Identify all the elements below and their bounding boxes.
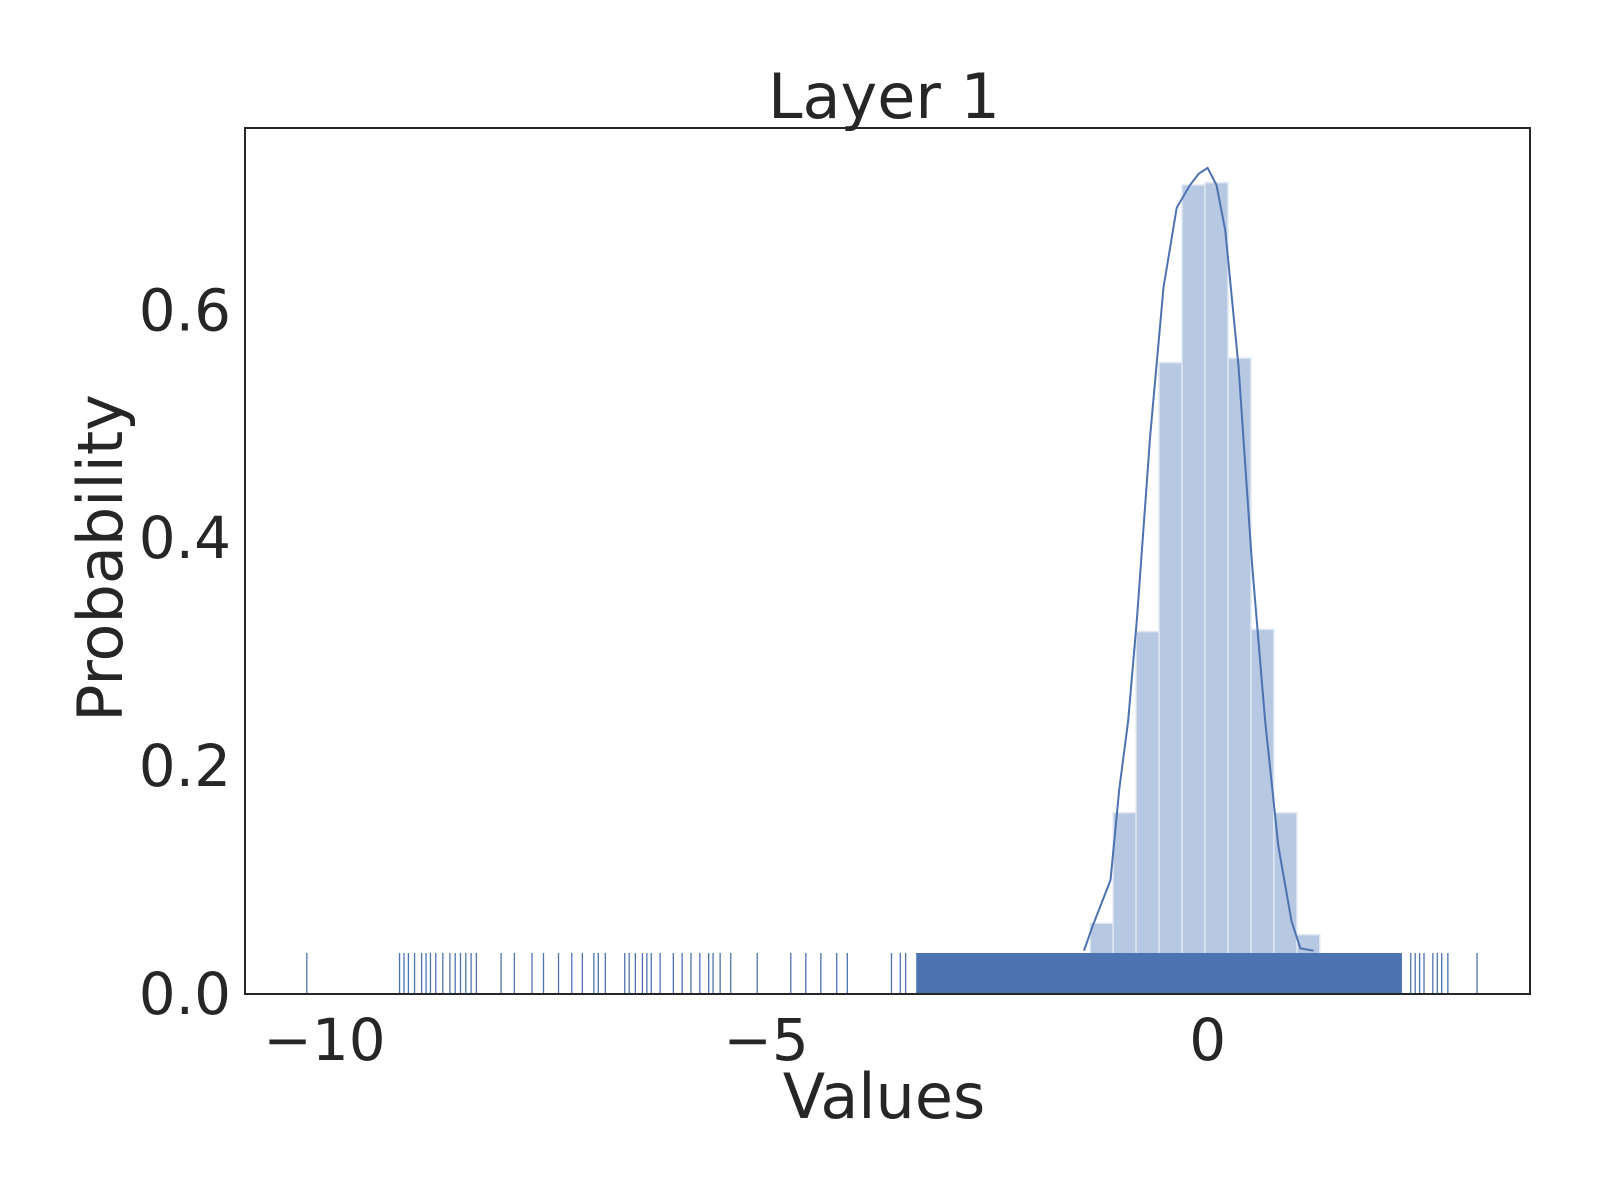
histogram-bar	[1135, 630, 1160, 995]
histogram-bar	[1204, 181, 1229, 995]
axes-frame	[244, 127, 1531, 995]
rug-dense-band	[916, 952, 1402, 994]
y-tick-label: 0.6	[139, 276, 231, 344]
histogram-bar	[1181, 184, 1206, 995]
y-tick-label: 0.0	[139, 960, 231, 1028]
y-axis-label: Probability	[64, 394, 137, 722]
x-tick-label: −5	[723, 1006, 809, 1074]
y-tick-label: 0.2	[139, 732, 231, 800]
kde-curve	[1083, 166, 1314, 952]
y-tick-label: 0.4	[139, 504, 231, 572]
y-axis-ticks: 0.0 0.2 0.4 0.6	[139, 276, 231, 1028]
histogram-bar	[1158, 361, 1183, 995]
x-tick-label: 0	[1189, 1006, 1226, 1074]
chart-title: Layer 1	[768, 60, 1000, 133]
x-axis-label: Values	[783, 1060, 986, 1133]
x-tick-label: −10	[263, 1006, 385, 1074]
rug-marks	[306, 952, 1478, 994]
x-axis-ticks: −10 −5 0	[263, 1006, 1226, 1074]
histogram-bar	[1227, 357, 1252, 995]
histogram-bars	[1089, 181, 1321, 995]
